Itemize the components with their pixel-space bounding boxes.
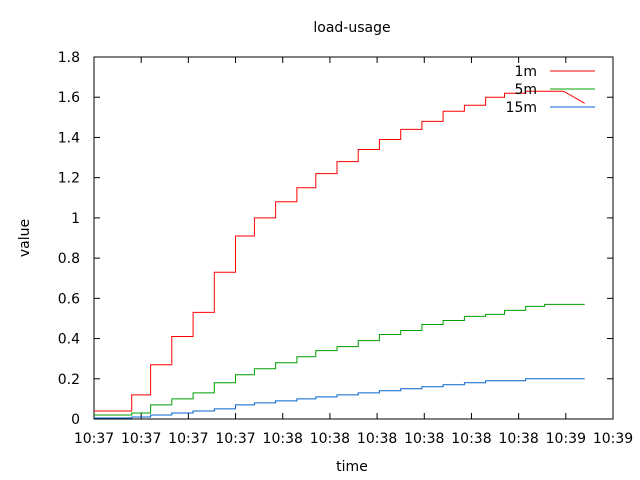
y-axis-ticks: 0 0.2 0.4 0.6 0.8 1 1.2 1.4 1.6 1.8 — [58, 50, 613, 428]
series-line-1m — [94, 90, 585, 412]
x-axis-ticks: 10:37 10:37 10:37 10:37 10:38 10:38 10:38 10:38… — [74, 57, 633, 447]
y-tick-label: 1.8 — [58, 50, 80, 66]
y-tick-label: 1.4 — [58, 130, 80, 146]
x-tick-label: 10:39 — [546, 431, 586, 447]
x-tick-label: 10:39 — [593, 431, 633, 447]
y-tick-label: 1 — [71, 211, 80, 227]
x-tick-label: 10:37 — [121, 431, 161, 447]
legend-label-15m: 15m — [506, 100, 537, 116]
x-tick-label: 10:38 — [404, 431, 444, 447]
x-tick-label: 10:37 — [168, 431, 208, 447]
y-tick-label: 1.2 — [58, 171, 80, 187]
y-tick-label: 0.2 — [58, 372, 80, 388]
x-tick-label: 10:37 — [74, 431, 114, 447]
x-tick-label: 10:38 — [451, 431, 491, 447]
plot-area-frame — [93, 56, 614, 420]
x-tick-label: 10:38 — [357, 431, 397, 447]
series-line-5m — [94, 303, 585, 416]
y-axis-label: value — [17, 219, 33, 257]
legend-label-5m: 5m — [514, 82, 537, 98]
x-tick-label: 10:38 — [263, 431, 303, 447]
x-tick-label: 10:38 — [498, 431, 538, 447]
series-line-15m — [94, 378, 585, 419]
legend: 1m 5m 15m — [506, 64, 595, 116]
x-axis-label: time — [336, 459, 368, 475]
y-tick-label: 1.6 — [58, 90, 80, 106]
chart-title: load-usage — [313, 20, 390, 36]
y-tick-label: 0.6 — [58, 291, 80, 307]
x-tick-label: 10:38 — [310, 431, 350, 447]
x-tick-label: 10:37 — [215, 431, 255, 447]
y-tick-label: 0.8 — [58, 251, 80, 267]
series-lines — [94, 90, 585, 419]
legend-label-1m: 1m — [514, 64, 537, 80]
y-tick-label: 0.4 — [58, 332, 80, 348]
y-tick-label: 0 — [71, 412, 80, 428]
